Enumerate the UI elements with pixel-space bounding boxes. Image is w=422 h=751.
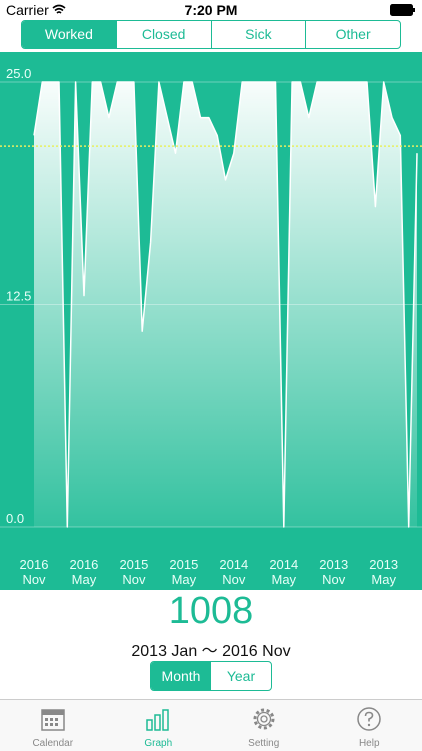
segment[interactable]: Closed — [116, 21, 211, 48]
chart-panel: 0.0 12.5 25.0 2016 Nov 2016 May 2015 Nov 2015… — [0, 52, 422, 590]
tab-bar: Calendar Graph Setting Help — [0, 699, 422, 751]
x-tick-label: 2013 Nov — [314, 557, 354, 587]
tab-label: Graph — [106, 738, 212, 749]
date-range: 2013 Jan ～ 2016 Nov — [0, 637, 422, 661]
y-tick-label: 12.5 — [6, 289, 31, 304]
total-value: 1008 — [0, 590, 422, 633]
tab-label: Calendar — [0, 738, 106, 749]
gear-icon — [251, 706, 277, 732]
x-tick-label: 2015 May — [164, 557, 204, 587]
x-tick-label: 2014 Nov — [214, 557, 254, 587]
toggle-option[interactable]: Month — [151, 662, 211, 690]
y-tick-label: 25.0 — [6, 66, 31, 81]
tab[interactable]: Help — [317, 700, 422, 751]
x-tick-label: 2016 May — [64, 557, 104, 587]
segment[interactable]: Other — [305, 21, 400, 48]
period-toggle: Month Year — [150, 661, 272, 691]
tab[interactable]: Calendar — [0, 700, 106, 751]
battery-icon — [390, 4, 416, 16]
x-tick-label: 2014 May — [264, 557, 304, 587]
x-tick-label: 2013 May — [364, 557, 404, 587]
category-segments: Worked Closed Sick Other — [21, 20, 401, 49]
tab-label: Help — [317, 738, 422, 749]
x-tick-label: 2015 Nov — [114, 557, 154, 587]
clock: 7:20 PM — [0, 2, 422, 18]
help-icon — [356, 706, 382, 732]
x-tick-label: 2016 Nov — [14, 557, 54, 587]
status-bar: Carrier 7:20 PM — [0, 0, 422, 20]
segment[interactable]: Worked — [22, 21, 116, 48]
tab[interactable]: Graph — [106, 700, 212, 751]
toggle-option[interactable]: Year — [211, 662, 271, 690]
tab[interactable]: Setting — [211, 700, 317, 751]
tab-label: Setting — [211, 738, 317, 749]
area-fill — [34, 82, 417, 527]
graph-icon — [145, 706, 171, 732]
segment[interactable]: Sick — [211, 21, 306, 48]
chart: 0.0 12.5 25.0 — [0, 52, 422, 590]
y-tick-label: 0.0 — [6, 511, 24, 526]
calendar-icon — [40, 706, 66, 732]
